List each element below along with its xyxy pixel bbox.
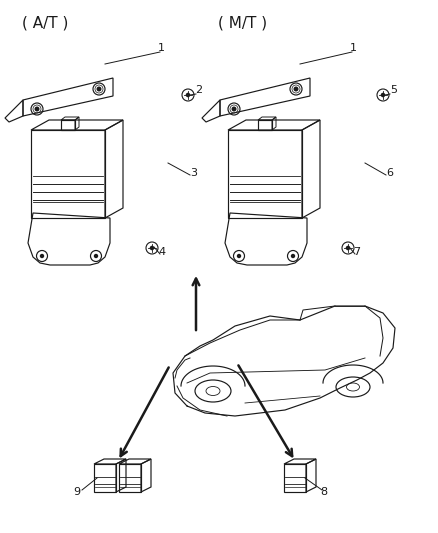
Bar <box>119 464 141 492</box>
Text: 1: 1 <box>350 43 357 53</box>
Text: 9: 9 <box>73 487 80 497</box>
Circle shape <box>40 254 44 258</box>
Bar <box>258 120 272 130</box>
Text: 4: 4 <box>158 247 165 257</box>
Circle shape <box>94 254 98 258</box>
Text: 3: 3 <box>190 168 197 178</box>
Circle shape <box>291 254 295 258</box>
Circle shape <box>186 93 190 98</box>
Circle shape <box>237 254 241 258</box>
Circle shape <box>293 86 299 92</box>
Circle shape <box>381 93 385 98</box>
Bar <box>61 120 75 130</box>
Text: ( A/T ): ( A/T ) <box>22 16 68 31</box>
Text: 1: 1 <box>158 43 165 53</box>
Bar <box>284 464 306 492</box>
Text: 8: 8 <box>320 487 327 497</box>
Bar <box>228 130 302 218</box>
Text: 7: 7 <box>353 247 360 257</box>
Circle shape <box>96 86 102 92</box>
Circle shape <box>35 107 39 111</box>
Circle shape <box>232 107 237 111</box>
Circle shape <box>346 246 350 251</box>
Text: ( M/T ): ( M/T ) <box>218 16 267 31</box>
Circle shape <box>150 246 154 251</box>
Bar <box>94 464 116 492</box>
Text: 2: 2 <box>195 85 202 95</box>
Text: 5: 5 <box>390 85 397 95</box>
Bar <box>31 130 105 218</box>
Text: 6: 6 <box>386 168 393 178</box>
